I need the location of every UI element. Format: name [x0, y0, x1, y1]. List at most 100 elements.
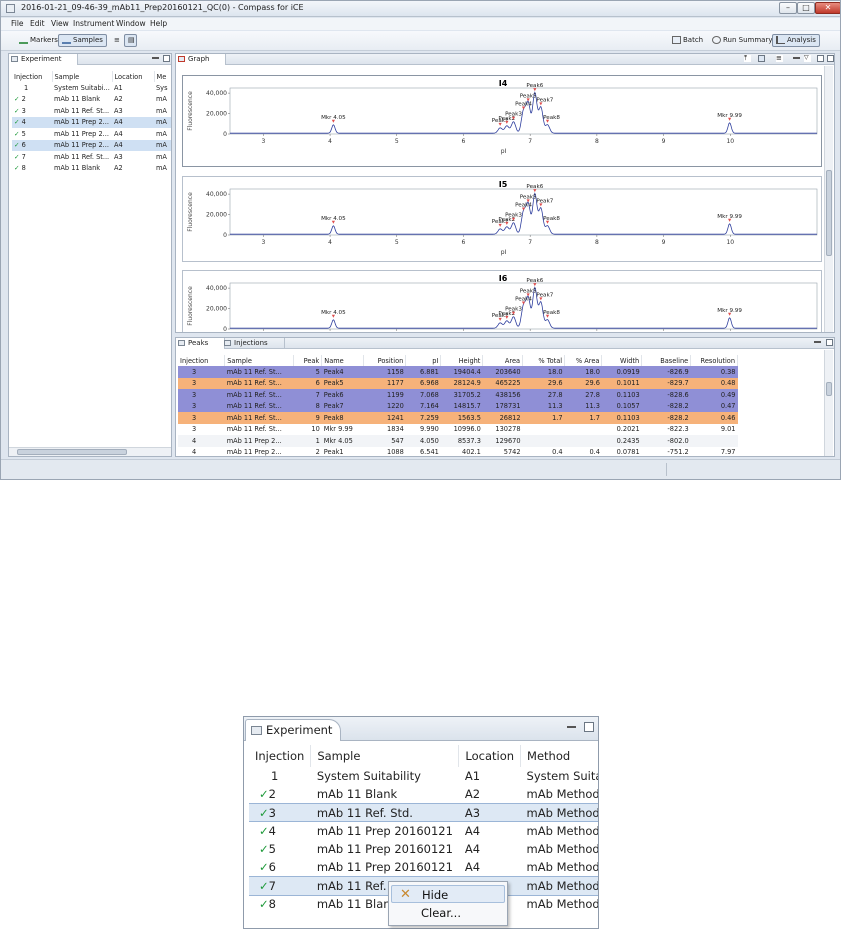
table-row[interactable]: 3 mAb 11 Ref. St... 6 Peak5 1177 6.968 28124.9… — [178, 377, 738, 389]
table-row[interactable]: 4 mAb 11 Prep 2... 2 Peak1 1088 6.541 402.1 574… — [178, 447, 738, 456]
peaks-table: Injection Sample Peak Name Position pI Height A… — [178, 355, 738, 456]
menu-view[interactable]: View — [51, 19, 69, 28]
table-row[interactable]: ✓ 5 mAb 11 Prep 2... A4 mA — [12, 128, 171, 140]
column-header-location[interactable]: Location — [458, 745, 522, 767]
zoom-icon[interactable]: ⤒ — [744, 55, 751, 62]
cell-total: 1.7 — [552, 413, 563, 422]
view-menu-icon[interactable]: ≡ — [776, 54, 783, 62]
minimize-panel-icon[interactable] — [567, 726, 576, 728]
table-row[interactable]: 4 mAb 11 Prep 2... 1 Mkr 4.05 547 4.050 8537.3… — [178, 435, 738, 447]
column-header-width[interactable]: Width — [601, 355, 643, 366]
column-header-resolution[interactable]: Resolution — [690, 355, 738, 366]
minimize-panel-icon[interactable] — [814, 341, 821, 343]
context-menu-clear[interactable]: Clear... — [391, 904, 505, 922]
cell-injection: 3 — [192, 402, 197, 411]
list-view-icon[interactable]: ≡ — [114, 36, 120, 44]
maximize-icon[interactable]: □ — [797, 2, 815, 14]
close-icon[interactable]: ✕ — [815, 2, 840, 14]
menu-file[interactable]: File — [11, 19, 24, 28]
table-row[interactable]: ✓ 3 mAb 11 Ref. St... A3 mA — [12, 105, 171, 117]
menu-instrument[interactable]: Instrument — [73, 19, 115, 28]
legend-icon[interactable] — [758, 55, 765, 62]
experiment-tab[interactable]: Experiment — [9, 54, 79, 65]
cell-position: 1834 — [387, 425, 404, 434]
table-row[interactable]: ✓ 6 mAb 11 Prep 2... A4 mA — [12, 139, 171, 151]
maximize-panel-icon[interactable] — [826, 339, 833, 346]
table-row[interactable]: 1 System Suitabi... A1 Sys — [12, 82, 171, 94]
minimize-panel-icon[interactable] — [793, 57, 800, 59]
samples-button[interactable]: Samples — [58, 34, 107, 47]
tab-peaks[interactable]: Peaks — [176, 338, 226, 349]
location-cell: A1 — [114, 83, 123, 92]
batch-button[interactable]: Batch — [668, 34, 707, 47]
table-row[interactable]: ✓5 mAb 11 Prep 20160121 A4 mAb Method — [249, 840, 598, 858]
table-row[interactable]: 3 mAb 11 Ref. St... 9 Peak8 1241 7.259 1563.5 2… — [178, 412, 738, 424]
column-header-peak[interactable]: Peak — [293, 355, 323, 366]
peak-label: Peak5 — [520, 93, 537, 99]
peak-marker — [728, 117, 732, 121]
table-row[interactable]: ✓ 8 mAb 11 Blank A2 mA — [12, 163, 171, 175]
table-row[interactable]: ✓3 mAb 11 Ref. Std. A3 mAb Method — [249, 803, 598, 823]
table-row[interactable]: ✓8 mAb 11 Blank mAb Method — [249, 895, 598, 913]
column-header-pi[interactable]: pI — [405, 355, 442, 366]
table-row[interactable]: 3 mAb 11 Ref. St... 10 Mkr 9.99 1834 9.990 109… — [178, 424, 738, 436]
table-row[interactable]: ✓ 2 mAb 11 Blank A2 mA — [12, 94, 171, 106]
table-row[interactable]: ✓2 mAb 11 Blank A2 mAb Method — [249, 785, 598, 803]
graph-tab[interactable]: Graph — [176, 54, 227, 65]
maximize-panel-icon[interactable] — [584, 722, 594, 732]
chevron-down-icon[interactable]: ▽ — [804, 55, 811, 62]
table-row[interactable]: 3 mAb 11 Ref. St... 7 Peak6 1199 7.068 31705.2… — [178, 389, 738, 401]
tab-injections[interactable]: Injections — [222, 338, 285, 349]
location-cell: A4 — [114, 141, 123, 150]
column-header-location[interactable]: Location — [112, 71, 155, 82]
minimize-icon[interactable]: – — [779, 2, 797, 14]
restore-panel-icon[interactable] — [827, 55, 834, 62]
detail-view-icon[interactable]: ▤ — [124, 34, 137, 47]
column-header-position[interactable]: Position — [363, 355, 407, 366]
column-header-sample[interactable]: Sample — [224, 355, 295, 366]
inset-experiment-tab[interactable]: Experiment — [245, 719, 341, 741]
menu-edit[interactable]: Edit — [30, 19, 45, 28]
table-row[interactable]: ✓6 mAb 11 Prep 20160121 A4 mAb Method — [249, 858, 598, 876]
column-header-baseline[interactable]: Baseline — [641, 355, 692, 366]
peaks-vscroll-thumb[interactable] — [826, 382, 832, 396]
maximize-panel-icon[interactable] — [817, 55, 824, 62]
column-header-method[interactable]: Method — [520, 745, 598, 767]
menu-window[interactable]: Window — [116, 19, 146, 28]
experiment-hscroll-thumb[interactable] — [17, 449, 127, 455]
table-row[interactable]: ✓ 4 mAb 11 Prep 2... A4 mA — [12, 116, 171, 128]
column-header-injection[interactable]: Injection — [178, 355, 226, 366]
table-row[interactable]: 3 mAb 11 Ref. St... 8 Peak7 1220 7.164 14815.7… — [178, 400, 738, 412]
analysis-button[interactable]: Analysis — [772, 34, 820, 47]
maximize-panel-icon[interactable] — [163, 55, 170, 62]
minimize-panel-icon[interactable] — [152, 57, 159, 59]
column-header-name[interactable]: Name — [321, 355, 365, 366]
column-header-height[interactable]: Height — [440, 355, 484, 366]
column-header-sample[interactable]: Sample — [310, 745, 460, 767]
menu-help[interactable]: Help — [150, 19, 168, 28]
column-header-injection[interactable]: Injection — [249, 745, 312, 767]
context-menu-hide[interactable]: ✕ Hide — [391, 885, 505, 903]
markers-button[interactable]: Markers — [15, 34, 62, 47]
column-header-injection[interactable]: Injection — [12, 71, 53, 82]
chart-panel-i6[interactable]: I6Fluorescence40,00020,0000345678910pIMk… — [182, 270, 822, 332]
column-header-area[interactable]: % Area — [564, 355, 603, 366]
table-row[interactable]: 3 mAb 11 Ref. St... 5 Peak4 1158 6.881 19404.4… — [178, 366, 738, 378]
experiment-hscrollbar[interactable] — [9, 447, 171, 456]
peaks-vscrollbar[interactable] — [824, 350, 833, 456]
run-summary-button[interactable]: Run Summary — [708, 34, 776, 47]
cell-injection: 3 — [192, 425, 197, 434]
graph-vscroll-thumb[interactable] — [826, 170, 832, 256]
table-row[interactable]: 1 System Suitability A1 System Suitabl. — [249, 767, 598, 785]
column-header-method[interactable]: Me — [154, 71, 171, 82]
table-row[interactable]: ✓4 mAb 11 Prep 20160121 A4 mAb Method — [249, 822, 598, 840]
peak-label: Peak6 — [526, 184, 543, 190]
column-header-total[interactable]: % Total — [522, 355, 566, 366]
chart-panel-i4[interactable]: I4 Fluorescence 40,000 20,000 0 3 4 5 6 7 8 9 10 pI Mk… — [182, 75, 822, 167]
table-row[interactable]: ✓ 7 mAb 11 Ref. St... A3 mA — [12, 151, 171, 163]
column-header-area[interactable]: Area — [482, 355, 524, 366]
chart-panel-i5[interactable]: I5 Fluorescence 40,000 20,000 0 3 4 5 6 7 8 9 10 pI Mk… — [182, 176, 822, 262]
column-header-sample[interactable]: Sample — [52, 71, 113, 82]
graph-vscrollbar[interactable] — [824, 66, 833, 332]
cell-total: 29.6 — [547, 379, 563, 388]
